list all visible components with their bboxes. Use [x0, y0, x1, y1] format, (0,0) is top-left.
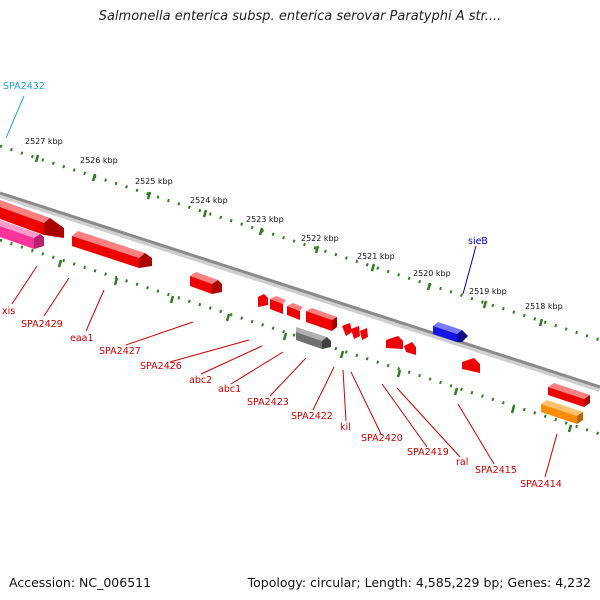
gene-block[interactable]: [462, 358, 480, 373]
gene-label-ral[interactable]: ral: [456, 457, 468, 468]
leader-line: [85, 289, 105, 332]
scale-label: 2526 kbp: [80, 156, 118, 165]
inner-major-tick: [113, 277, 119, 286]
gene-blocks: [0, 200, 590, 424]
gene-label-sieb[interactable]: sieB: [468, 236, 488, 247]
outer-major-tick: [426, 282, 432, 291]
leader-line: [457, 403, 495, 465]
gene-label-kil[interactable]: kil: [340, 422, 351, 433]
gene-block[interactable]: [541, 400, 583, 424]
outer-major-tick: [538, 318, 544, 327]
gene-block[interactable]: [258, 294, 268, 307]
gene-label-spa2419[interactable]: SPA2419: [407, 447, 449, 458]
gene-block[interactable]: [190, 272, 222, 294]
scale-label: 2520 kbp: [413, 269, 451, 278]
gene-label-xis[interactable]: xis: [2, 306, 15, 317]
leader-line: [5, 95, 25, 139]
gene-label-abc1[interactable]: abc1: [218, 384, 241, 395]
gene-block[interactable]: [351, 326, 360, 339]
gene-block[interactable]: [342, 323, 352, 336]
inner-major-tick: [282, 332, 288, 341]
gene-block[interactable]: [306, 308, 337, 331]
gene-label-spa2427[interactable]: SPA2427: [99, 346, 141, 357]
gene-label-abc2[interactable]: abc2: [189, 375, 212, 386]
scale-label: 2518 kbp: [525, 302, 563, 311]
scale-label: 2527 kbp: [25, 137, 63, 146]
leader-line: [462, 245, 477, 295]
leader-lines: [5, 95, 558, 478]
backbone: [0, 191, 600, 389]
leader-line: [43, 277, 70, 317]
inner-major-tick: [567, 424, 573, 433]
leader-line: [230, 351, 284, 385]
inner-major-tick: [225, 313, 231, 322]
leader-line: [125, 321, 194, 346]
leader-line: [200, 345, 263, 375]
gene-block[interactable]: [296, 327, 331, 349]
gene-block[interactable]: [548, 383, 590, 407]
outer-major-tick: [482, 300, 488, 309]
outer-major-tick: [258, 227, 264, 236]
outer-major-tick: [146, 191, 152, 200]
scale-label: 2519 kbp: [469, 287, 507, 296]
leader-line: [544, 433, 558, 478]
gene-label-spa2429[interactable]: SPA2429: [21, 319, 63, 330]
inner-major-tick: [169, 295, 175, 304]
inner-major-tick: [510, 405, 516, 414]
gene-labels: SPA2432 sieB xis SPA2429 eaa1 SPA2427 SP…: [2, 81, 562, 490]
gene-block[interactable]: [386, 336, 403, 349]
leader-line: [169, 339, 250, 363]
genome-title: Salmonella enterica subsp. enterica sero…: [98, 9, 502, 24]
inner-major-ticks: [57, 259, 573, 433]
leader-line: [11, 265, 38, 305]
leader-line: [342, 369, 347, 422]
scale-label: 2524 kbp: [190, 196, 228, 205]
gene-label-spa2414[interactable]: SPA2414: [520, 479, 562, 490]
inner-major-tick: [57, 259, 63, 268]
scale-label: 2525 kbp: [135, 177, 173, 186]
scale-label: 2522 kbp: [301, 234, 339, 243]
gene-block[interactable]: [0, 220, 44, 249]
leader-line: [269, 357, 307, 397]
inner-major-tick: [453, 387, 459, 396]
gene-block[interactable]: [72, 231, 152, 268]
leader-line: [350, 371, 382, 435]
gene-block[interactable]: [404, 342, 416, 355]
outer-major-tick: [370, 263, 376, 272]
gene-block[interactable]: [360, 328, 368, 340]
gene-label-eaa1[interactable]: eaa1: [70, 333, 94, 344]
outer-major-tick: [91, 173, 97, 182]
gene-label-spa2423[interactable]: SPA2423: [247, 397, 289, 408]
scale-label: 2523 kbp: [246, 215, 284, 224]
gene-block[interactable]: [270, 296, 286, 314]
gene-block[interactable]: [433, 322, 468, 342]
outer-major-tick: [314, 245, 320, 254]
genome-summary-text: Topology: circular; Length: 4,585,229 bp…: [247, 575, 591, 590]
accession-text: Accession: NC_006511: [9, 575, 152, 590]
inner-major-tick: [396, 369, 402, 378]
gene-label-spa2426[interactable]: SPA2426: [140, 361, 182, 372]
leader-line: [381, 383, 428, 448]
inner-major-tick: [339, 350, 345, 359]
leader-line: [312, 366, 335, 411]
backbone-shadow: [0, 192, 600, 392]
gene-label-spa2415[interactable]: SPA2415: [475, 465, 517, 476]
gene-block[interactable]: [0, 200, 64, 238]
scale-label: 2521 kbp: [357, 252, 395, 261]
leader-line: [396, 387, 461, 458]
gene-label-spa2420[interactable]: SPA2420: [361, 433, 403, 444]
outer-major-ticks: [34, 154, 544, 327]
outer-major-tick: [202, 209, 208, 218]
gene-block[interactable]: [287, 303, 303, 320]
gene-label-spa2422[interactable]: SPA2422: [291, 411, 333, 422]
scale-labels: 2527 kbp 2526 kbp 2525 kbp 2524 kbp 2523…: [25, 137, 563, 311]
gene-label-spa2432[interactable]: SPA2432: [3, 81, 45, 92]
outer-major-tick: [34, 154, 40, 163]
